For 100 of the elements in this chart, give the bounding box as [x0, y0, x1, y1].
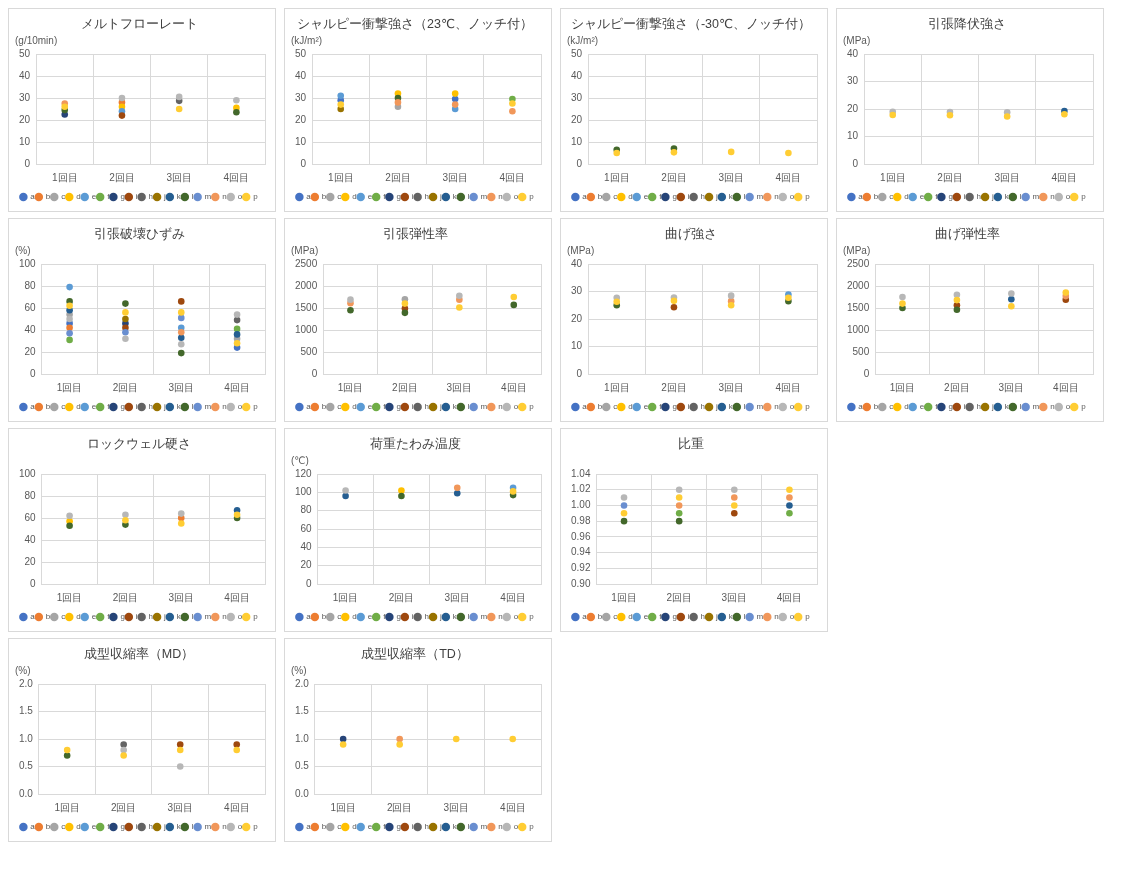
- legend-label: g: [120, 402, 125, 412]
- legend-label: l: [467, 822, 470, 832]
- point: [122, 300, 129, 307]
- y-tick-label: 0.94: [570, 546, 591, 558]
- y-tick-label: 100: [19, 257, 37, 269]
- point: [401, 309, 409, 317]
- y-tick-label: 50: [571, 47, 583, 59]
- legend-label: f: [107, 822, 111, 832]
- legend-label: p: [1081, 402, 1087, 412]
- legend-label: i: [411, 612, 414, 622]
- point: [233, 96, 240, 104]
- legend-label: e: [91, 612, 97, 622]
- point: [509, 100, 516, 107]
- legend-label: k: [452, 612, 458, 622]
- x-tick-label: 3回目: [168, 591, 195, 603]
- y-tick-label: 1000: [847, 323, 870, 335]
- legend-label: j: [439, 612, 443, 622]
- point: [177, 298, 185, 305]
- legend-label: b: [321, 192, 327, 202]
- y-tick-label: 20: [571, 312, 583, 324]
- legend-label: p: [529, 402, 535, 412]
- legend-label: n: [222, 402, 227, 412]
- legend-label: b: [45, 612, 51, 622]
- legend-label: f: [659, 612, 663, 622]
- legend-label: o: [237, 192, 243, 202]
- y-axis-title: (%): [291, 664, 307, 676]
- legend-label: h: [424, 192, 430, 202]
- x-tick-label: 4回目: [775, 381, 802, 393]
- legend-label: j: [715, 192, 719, 202]
- y-tick-label: 0: [306, 577, 313, 589]
- y-tick-label: 0: [24, 157, 31, 169]
- legend-label: a: [30, 192, 36, 202]
- legend-label: i: [411, 192, 414, 202]
- y-tick-label: 60: [24, 301, 37, 313]
- legend-label: o: [237, 822, 243, 832]
- point: [63, 752, 71, 759]
- legend-label: f: [383, 822, 387, 832]
- legend-label: m: [1032, 402, 1040, 412]
- y-tick-label: 60: [300, 522, 313, 534]
- legend-label: p: [529, 822, 535, 832]
- legend-label: o: [789, 192, 795, 202]
- legend-label: l: [467, 402, 470, 412]
- legend-label: m: [204, 612, 212, 622]
- point: [620, 502, 628, 509]
- legend-label: f: [383, 612, 387, 622]
- legend-label: d: [76, 612, 81, 622]
- legend-label: m: [204, 402, 212, 412]
- legend-label: m: [480, 192, 488, 202]
- legend-label: o: [513, 612, 519, 622]
- x-tick-label: 3回目: [446, 381, 473, 393]
- x-tick-label: 4回目: [501, 381, 527, 393]
- legend-label: d: [904, 402, 909, 412]
- point: [347, 306, 354, 314]
- point: [347, 296, 354, 303]
- x-tick-label: 2回目: [112, 591, 139, 603]
- legend-label: e: [919, 402, 925, 412]
- legend-label: n: [498, 402, 503, 412]
- y-tick-label: 10: [847, 130, 859, 142]
- x-tick-label: 2回目: [661, 171, 687, 183]
- legend-label: l: [191, 822, 194, 832]
- point: [899, 293, 906, 301]
- point: [620, 494, 628, 501]
- legend-label: d: [76, 192, 81, 202]
- legend-label: k: [452, 822, 458, 832]
- y-tick-label: 0.5: [295, 760, 310, 772]
- x-tick-label: 4回目: [224, 591, 250, 603]
- point: [118, 94, 126, 102]
- legend-label: m: [204, 822, 212, 832]
- point: [66, 522, 73, 529]
- y-tick-label: 20: [300, 559, 313, 571]
- point: [66, 330, 73, 337]
- legend-label: g: [672, 612, 677, 622]
- legend-label: n: [774, 192, 779, 202]
- x-tick-label: 4回目: [499, 801, 526, 813]
- y-tick-label: 40: [295, 69, 307, 81]
- legend-label: d: [628, 192, 633, 202]
- point: [786, 486, 793, 494]
- point: [63, 746, 71, 754]
- legend-label: d: [352, 822, 357, 832]
- y-axis-title: (℃): [291, 454, 309, 466]
- point: [953, 296, 961, 304]
- legend-label: g: [120, 612, 125, 622]
- x-tick-label: 2回目: [937, 171, 963, 183]
- point: [675, 509, 683, 517]
- x-tick-label: 1回目: [337, 381, 364, 393]
- y-tick-label: 1.5: [19, 705, 34, 717]
- legend-label: n: [1050, 402, 1055, 412]
- point: [120, 752, 127, 759]
- chart-title: ロックウェル硬さ: [87, 436, 191, 451]
- point: [1008, 290, 1015, 297]
- legend-label: j: [163, 192, 167, 202]
- legend-label: j: [163, 612, 167, 622]
- legend-label: j: [163, 402, 167, 412]
- legend-label: p: [805, 192, 811, 202]
- legend-label: d: [352, 402, 357, 412]
- legend-label: p: [253, 612, 259, 622]
- legend-label: f: [383, 192, 387, 202]
- legend-label: j: [991, 402, 995, 412]
- y-tick-label: 1500: [847, 301, 870, 313]
- y-tick-label: 40: [300, 541, 313, 553]
